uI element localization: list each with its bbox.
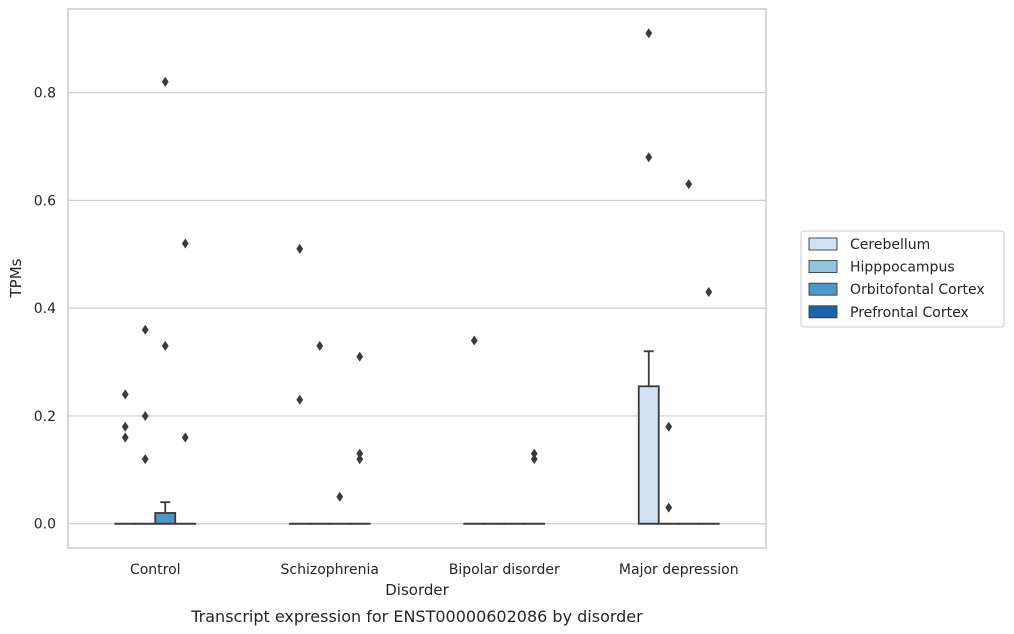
box-group [154, 76, 177, 525]
legend-label: Orbitofontal Cortex [850, 282, 985, 298]
legend-label: Hipppocampus [850, 260, 955, 276]
box-group [174, 238, 197, 525]
box-group [697, 286, 720, 525]
box-group [308, 340, 331, 525]
x-tick-labels: Control Schizophrenia Bipolar disorder Majo… [130, 562, 739, 578]
box-group [523, 448, 546, 525]
outlier-point [181, 432, 189, 443]
box-group [134, 324, 157, 525]
outlier-point [530, 454, 538, 465]
x-tick-label: Bipolar disorder [449, 562, 560, 578]
outlier-point [356, 351, 364, 362]
grid-lines [68, 91, 766, 525]
y-tick-label: 0.8 [34, 86, 56, 102]
box-group [637, 28, 660, 525]
legend-frame [800, 230, 1005, 328]
chart-caption: Transcript expression for ENST0000060208… [190, 607, 643, 626]
outlier-point [141, 410, 149, 421]
outlier-point [356, 448, 364, 459]
outlier-point [141, 324, 149, 335]
y-tick-label: 0.6 [34, 193, 56, 209]
outlier-point [161, 340, 169, 351]
box-group [328, 491, 351, 525]
outlier-point [530, 448, 538, 459]
legend-label: Prefrontal Cortex [850, 305, 969, 321]
box-group [114, 389, 137, 525]
outlier-point [645, 28, 653, 39]
outlier-point [356, 454, 364, 465]
outlier-point [705, 286, 713, 297]
y-tick-label: 0.0 [34, 517, 56, 533]
outlier-point [181, 238, 189, 249]
legend-swatch [808, 305, 838, 319]
x-tick-label: Major depression [619, 562, 739, 578]
y-tick-label: 0.2 [34, 409, 56, 425]
outlier-point [141, 454, 149, 465]
y-axis-title: TPMs [7, 258, 25, 298]
legend: Cerebellum Hipppocampus Orbitofontal Corte… [800, 230, 1005, 328]
outlier-point [121, 432, 129, 443]
outlier-point [665, 502, 673, 513]
box-group [348, 351, 371, 525]
legend-label: Cerebellum [850, 237, 930, 253]
box-group [657, 421, 680, 525]
outlier-point [121, 421, 129, 432]
outlier-point [685, 179, 693, 190]
outlier-point [645, 152, 653, 163]
y-tick-labels: 0.0 0.2 0.4 0.6 0.8 [34, 86, 56, 533]
outlier-point [316, 340, 324, 351]
outlier-point [161, 76, 169, 87]
box [154, 512, 177, 525]
y-tick-label: 0.4 [34, 301, 56, 317]
box [637, 385, 660, 525]
box-group [463, 335, 486, 525]
x-tick-label: Control [130, 562, 181, 578]
plot-frame [67, 8, 767, 549]
boxes-layer [114, 28, 720, 525]
x-tick-label: Schizophrenia [281, 562, 379, 578]
box-group [288, 243, 311, 525]
legend-swatch [808, 237, 838, 251]
outlier-point [470, 335, 478, 346]
legend-swatch [808, 260, 838, 274]
outlier-point [296, 243, 304, 254]
outlier-point [336, 491, 344, 502]
x-axis-title: Disorder [385, 581, 449, 599]
box-group [677, 179, 700, 525]
legend-swatch [808, 282, 838, 296]
outlier-point [296, 394, 304, 405]
outlier-point [121, 389, 129, 400]
outlier-point [665, 421, 673, 432]
